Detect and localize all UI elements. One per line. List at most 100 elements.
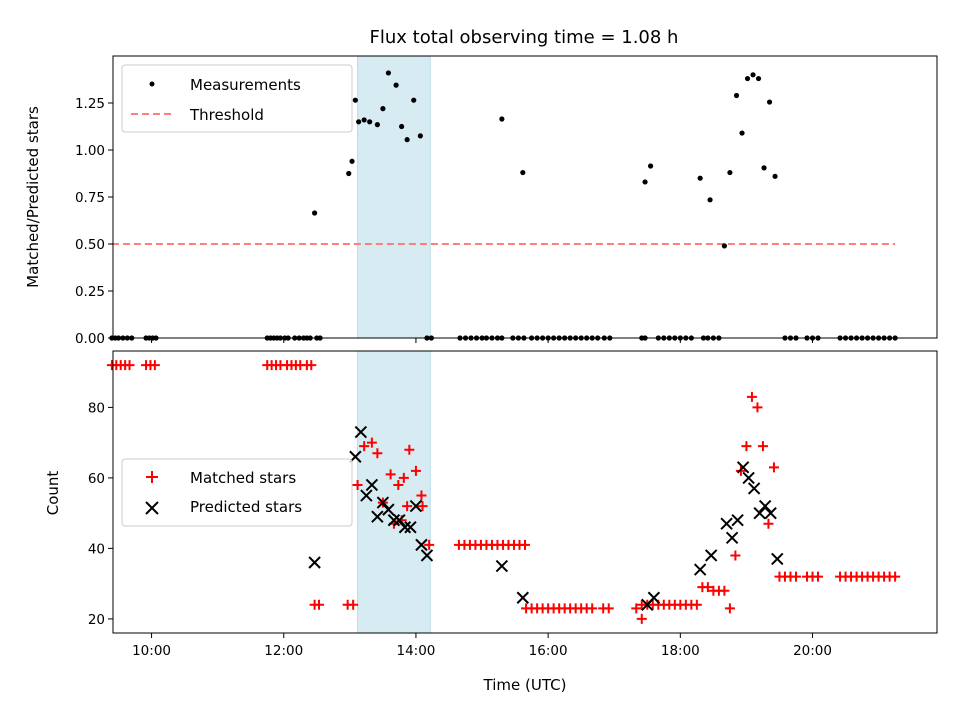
predicted-star-point	[647, 591, 661, 604]
matched-star-point	[730, 550, 741, 561]
predicted-star-point	[742, 471, 755, 485]
predicted-star-point	[382, 503, 395, 516]
matched-star-point	[724, 603, 735, 614]
measurement-point	[520, 169, 526, 176]
bottom-points-layer	[106, 360, 901, 624]
matched-star-point	[752, 402, 763, 413]
legend-measurements-marker	[149, 81, 155, 87]
top-legend-box	[121, 64, 353, 133]
top-y-tick-label: 0.00	[75, 331, 105, 347]
legend-predicted-marker	[145, 501, 159, 515]
measurement-point	[755, 75, 762, 82]
predicted-star-point	[360, 489, 373, 502]
matched-star-point	[741, 441, 752, 452]
matched-star-point	[416, 490, 427, 501]
bottom-y-tick-label: 40	[88, 541, 105, 557]
bottom-y-tick-label: 80	[88, 400, 105, 416]
top-y-axis-label: Matched/Predicted stars	[24, 106, 42, 288]
predicted-star-point	[693, 563, 707, 576]
top-y-tick-label: 1.00	[75, 143, 105, 159]
measurement-point	[352, 97, 358, 103]
predicted-star-point	[371, 510, 384, 523]
matched-star-point	[306, 360, 317, 371]
matched-star-point	[410, 465, 421, 476]
matched-star-point	[366, 437, 377, 448]
matched-star-point	[587, 603, 598, 614]
bottom-x-tick-label: 12:00	[264, 643, 303, 659]
legend-measurements-label: Measurements	[190, 76, 301, 94]
predicted-star-point	[731, 513, 744, 527]
matched-star-point	[385, 469, 396, 480]
measurement-point	[733, 92, 740, 99]
legend-predicted-label: Predicted stars	[190, 498, 302, 516]
matched-star-point	[790, 571, 801, 582]
predicted-star-point	[354, 425, 368, 439]
matched-star-point	[359, 441, 370, 452]
measurement-point	[399, 123, 405, 130]
bottom-x-tick-label: 14:00	[396, 643, 435, 659]
predicted-star-point	[398, 521, 412, 534]
top-shaded-span	[357, 55, 431, 339]
measurement-point	[361, 117, 367, 123]
measurement-point	[750, 72, 756, 78]
matched-star-point	[768, 462, 779, 473]
predicted-star-point	[771, 552, 784, 566]
top-y-tick-label: 0.50	[75, 237, 105, 253]
matched-star-point	[813, 571, 824, 582]
matched-star-point	[348, 599, 359, 610]
measurement-point	[356, 119, 362, 125]
matched-star-point	[372, 448, 383, 459]
measurement-point	[349, 158, 355, 164]
matched-star-point	[719, 585, 730, 596]
measurement-point	[642, 179, 648, 185]
bottom-axes-frame	[112, 350, 938, 634]
measurement-point	[721, 243, 727, 249]
matched-star-point	[393, 479, 404, 490]
measurement-point	[744, 75, 751, 82]
matched-star-point	[691, 599, 702, 610]
bottom-x-tick-label: 10:00	[132, 643, 171, 659]
measurement-point	[311, 210, 318, 216]
matched-star-point	[404, 444, 415, 455]
matched-star-point	[398, 472, 409, 483]
predicted-star-point	[393, 513, 406, 527]
legend-threshold-label: Threshold	[189, 106, 264, 124]
bottom-y-ticks: 20 40 60 80	[88, 400, 113, 628]
predicted-star-point	[404, 521, 417, 534]
measurement-point	[697, 175, 703, 181]
predicted-star-point	[495, 559, 509, 573]
top-y-ticks: 0.00 0.25 0.50 0.75 1.00 1.25	[75, 96, 113, 347]
matched-star-point	[314, 599, 324, 610]
matched-star-point	[124, 360, 135, 371]
predicted-star-point	[704, 549, 718, 562]
bottom-x-tick-label: 20:00	[793, 643, 832, 659]
legend-matched-marker	[146, 471, 158, 483]
measurement-point	[499, 116, 505, 122]
bottom-x-ticks: 10:00 12:00 14:00 16:00 18:00 20:00	[132, 633, 832, 659]
predicted-star-point	[720, 517, 733, 530]
matched-star-point	[603, 603, 614, 614]
measurement-point	[417, 133, 423, 139]
predicted-star-point	[409, 499, 423, 513]
measurement-point	[766, 99, 773, 105]
matched-star-point	[417, 501, 428, 512]
measurement-point	[393, 82, 399, 88]
measurement-point	[380, 106, 386, 112]
chart-title: Flux total observing time = 1.08 h	[370, 27, 679, 48]
matched-star-point	[631, 603, 642, 614]
bottom-y-tick-label: 20	[88, 612, 105, 628]
matched-star-point	[352, 479, 363, 490]
measurement-point	[647, 163, 654, 169]
predicted-star-point	[387, 513, 401, 527]
measurement-point	[707, 197, 713, 203]
top-y-tick-label: 0.75	[75, 190, 105, 206]
predicted-star-point	[415, 538, 428, 552]
matched-star-point	[402, 501, 413, 512]
top-x-ticks	[151, 338, 814, 343]
matched-star-point	[702, 582, 713, 593]
measurement-point	[727, 169, 733, 176]
measurement-point	[772, 173, 778, 179]
predicted-star-point	[420, 549, 434, 562]
predicted-star-point	[736, 461, 750, 474]
